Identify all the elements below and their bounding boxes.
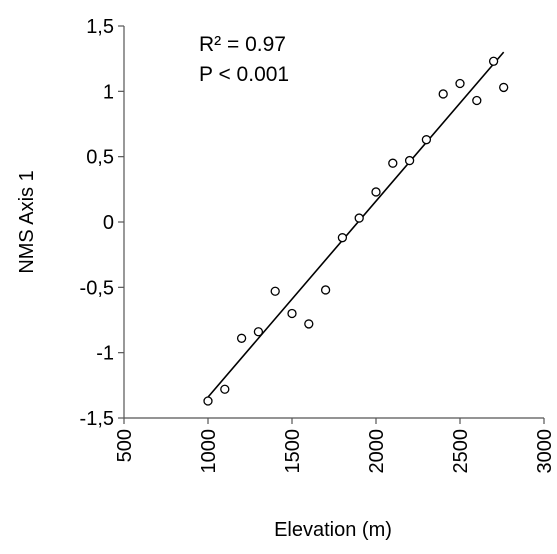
data-point	[270, 286, 280, 296]
data-point	[438, 89, 448, 99]
y-tick-label: 0	[103, 212, 114, 234]
y-axis-title: NMS Axis 1	[16, 170, 38, 273]
x-axis-title: Elevation (m)	[274, 519, 392, 541]
x-tick-label: 1000	[198, 429, 220, 474]
y-tick-label: 1,5	[86, 16, 114, 38]
r-squared-annotation: R² = 0.97	[199, 33, 286, 56]
data-points	[203, 56, 509, 406]
data-point	[388, 158, 398, 168]
data-point	[287, 308, 297, 319]
data-point	[220, 384, 230, 394]
data-point	[354, 213, 364, 223]
y-tick-label: 1	[103, 81, 114, 103]
data-point	[455, 78, 465, 89]
data-point	[472, 95, 482, 106]
data-point	[253, 327, 264, 337]
plot-area: -1,5 -1 -0,5 0 0,5 1 1,5 500 1000 1500 2000 2500 30…	[80, 16, 556, 474]
data-point	[337, 233, 348, 243]
x-tick-label: 3000	[534, 429, 556, 474]
y-axis-ticks: -1,5 -1 -0,5 0 0,5 1 1,5	[80, 16, 124, 430]
data-point	[499, 82, 509, 93]
x-tick-label: 2000	[366, 429, 388, 474]
data-point	[304, 319, 314, 329]
data-point	[203, 396, 213, 406]
data-point	[371, 187, 381, 197]
data-point	[488, 56, 499, 66]
p-value-annotation: P < 0.001	[199, 63, 289, 86]
data-point	[404, 155, 415, 166]
y-tick-label: -1	[96, 343, 114, 365]
x-axis-ticks: 500 1000 1500 2000 2500 3000	[114, 418, 556, 474]
trendline-group	[207, 51, 505, 398]
data-point	[236, 333, 247, 343]
y-tick-label: -0,5	[80, 277, 114, 299]
y-tick-label: -1,5	[80, 408, 114, 430]
y-tick-label: 0,5	[86, 147, 114, 169]
trendline	[207, 51, 505, 398]
data-point	[421, 135, 432, 145]
x-tick-label: 2500	[450, 429, 472, 474]
x-tick-label: 500	[114, 429, 136, 462]
data-point	[320, 285, 331, 295]
x-tick-label: 1500	[282, 429, 304, 474]
